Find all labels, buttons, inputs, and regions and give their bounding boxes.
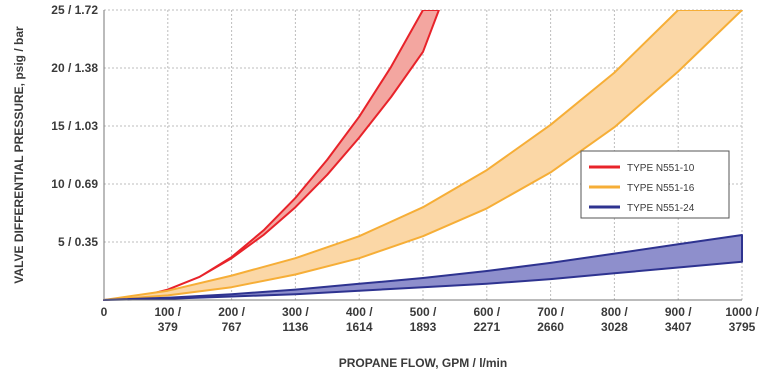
y-tick-label-0: 5 / 0.35 xyxy=(58,235,98,249)
type-n551-10-band xyxy=(103,10,440,301)
type-n551-16-legend-label: TYPE N551-16 xyxy=(627,183,695,194)
x-tick-label-1: 100 /379 xyxy=(154,305,181,334)
type-n551-10-legend-label: TYPE N551-10 xyxy=(627,163,695,174)
x-tick-label-8: 800 /3028 xyxy=(601,305,628,334)
axes xyxy=(103,10,742,301)
type-n551-24-legend-label: TYPE N551-24 xyxy=(627,203,695,214)
x-tick-label-6: 600 /2271 xyxy=(473,305,500,334)
y-tick-label-2: 15 / 1.03 xyxy=(51,119,98,133)
x-tick-label-5: 500 /1893 xyxy=(410,305,437,334)
x-tick-label-4: 400 /1614 xyxy=(346,305,373,334)
x-tick-label-3: 300 /1136 xyxy=(282,305,309,334)
x-tick-label-9: 900 /3407 xyxy=(665,305,692,334)
type-n551-24-band xyxy=(103,234,743,301)
tick-labels: 0 100 /379 200 /767 300 /1136 400 /1614 500 /… xyxy=(51,3,759,334)
x-tick-label-0: 0 xyxy=(101,305,108,319)
y-axis-title: VALVE DIFFERENTIAL PRESSURE, psig / bar xyxy=(12,26,26,284)
y-tick-label-1: 10 / 0.69 xyxy=(51,177,98,191)
legend: TYPE N551-10 TYPE N551-16 TYPE N551-24 xyxy=(580,150,730,219)
type-n551-16-band xyxy=(103,10,743,301)
x-axis-title: PROPANE FLOW, GPM / l/min xyxy=(339,356,507,370)
y-tick-label-4: 25 / 1.72 xyxy=(51,3,98,17)
x-tick-label-10: 1000 /3795 xyxy=(725,305,759,334)
bands xyxy=(103,10,743,301)
x-tick-label-7: 700 /2660 xyxy=(537,305,564,334)
y-tick-label-3: 20 / 1.38 xyxy=(51,61,98,75)
x-tick-label-2: 200 /767 xyxy=(218,305,245,334)
